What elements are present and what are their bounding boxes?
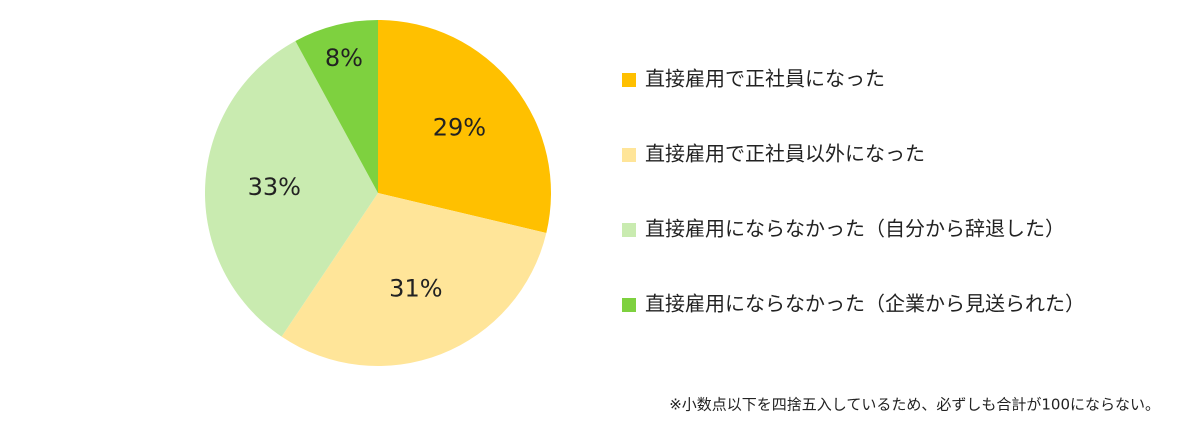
pie-slice [295, 20, 378, 193]
legend-label: 直接雇用にならなかった（自分から辞退した） [645, 217, 1065, 241]
legend-label: 直接雇用にならなかった（企業から見送られた） [645, 292, 1085, 316]
pie-slice [204, 40, 378, 337]
legend-swatch [622, 223, 636, 237]
pie-slice [281, 193, 547, 367]
footnote: ※小数点以下を四捨五入しているため、必ずしも合計が100にならない。 [669, 396, 1160, 414]
pie-slice [378, 20, 552, 233]
value-label: 31% [389, 275, 442, 303]
legend-swatch [622, 148, 636, 162]
value-label: 8% [325, 44, 363, 72]
legend-swatch [622, 73, 636, 87]
legend-swatch [622, 298, 636, 312]
legend-label: 直接雇用で正社員以外になった [645, 142, 925, 166]
value-label: 29% [433, 114, 486, 142]
legend-label: 直接雇用で正社員になった [645, 67, 885, 91]
value-label: 33% [248, 173, 301, 201]
